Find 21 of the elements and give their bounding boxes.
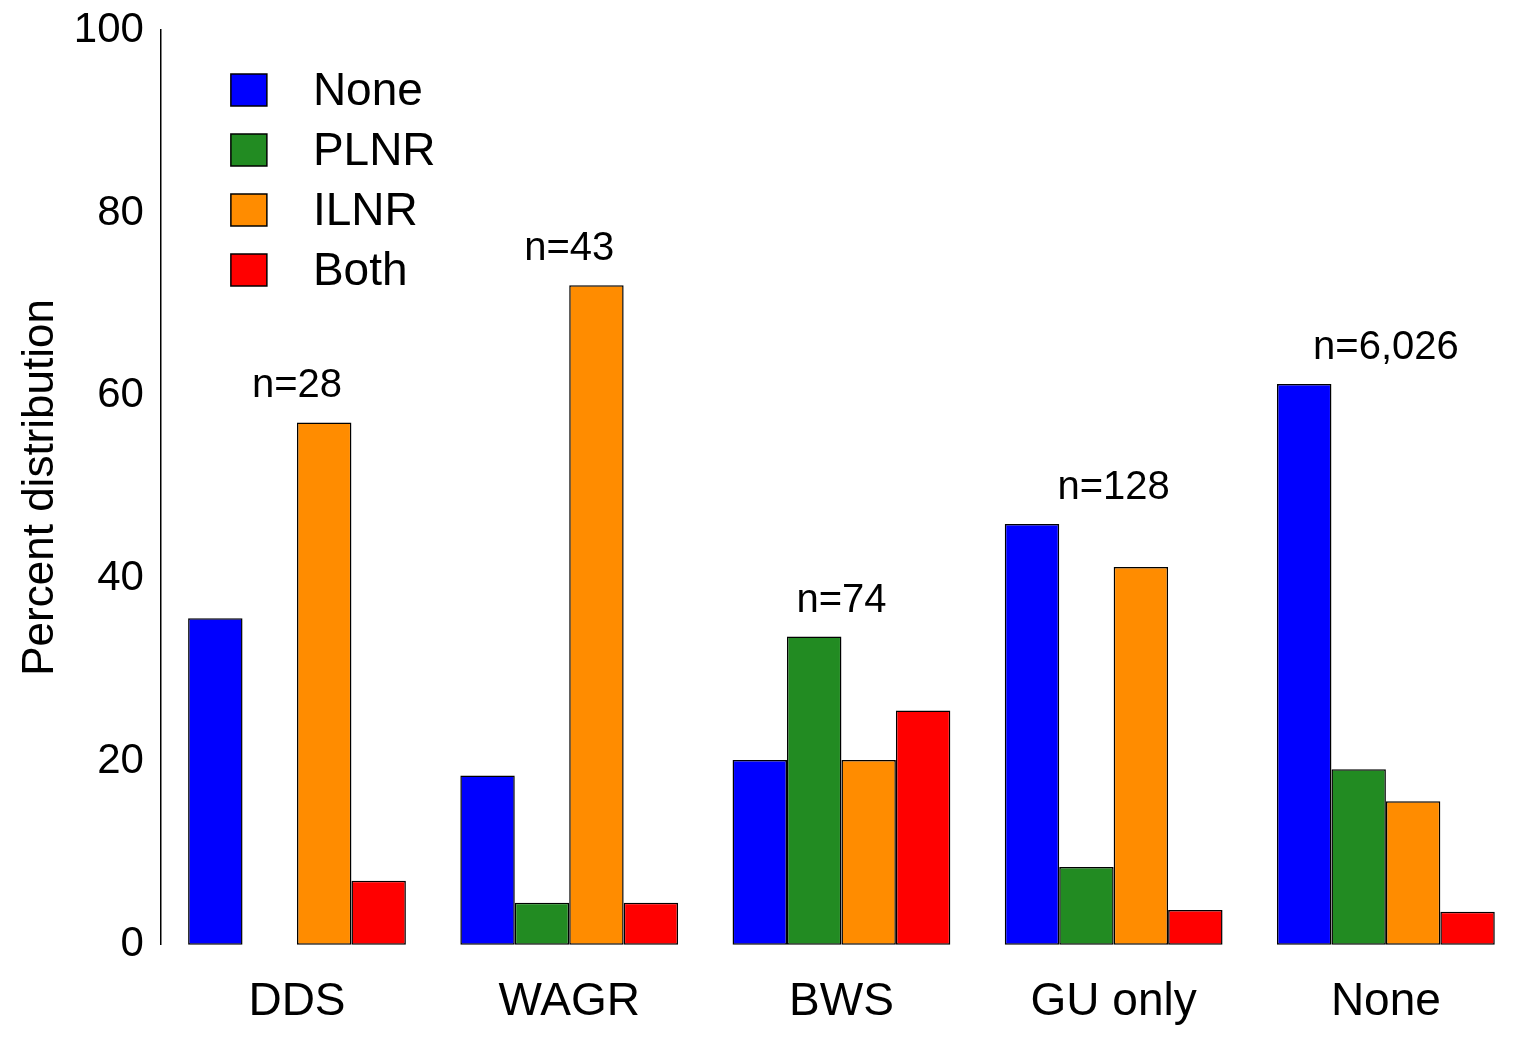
y-tick-label: 100 [73, 3, 144, 51]
annotation: n=74 [796, 575, 887, 620]
x-tick-label: WAGR [498, 973, 640, 1026]
x-tick-label: None [1330, 973, 1441, 1026]
annotation: n=128 [1057, 463, 1170, 508]
y-axis-title: Percent distribution [12, 299, 62, 676]
annotation: n=6,026 [1313, 323, 1459, 368]
annotation: n=28 [251, 361, 343, 406]
x-tick-label: DDS [248, 973, 346, 1026]
legend-label: None [312, 62, 423, 115]
y-tick-label: 20 [97, 735, 144, 783]
x-tick-label: GU only [1030, 973, 1197, 1026]
y-tick-label: 0 [120, 918, 144, 966]
y-tick-label: 40 [97, 552, 144, 600]
legend-label: ILNR [312, 182, 418, 235]
legend-label: PLNR [312, 122, 436, 175]
y-tick-label: 60 [97, 369, 144, 417]
annotation: n=43 [524, 224, 615, 269]
y-tick-label: 80 [97, 186, 144, 234]
x-tick-label: BWS [789, 973, 894, 1026]
legend-label: Both [312, 242, 408, 295]
